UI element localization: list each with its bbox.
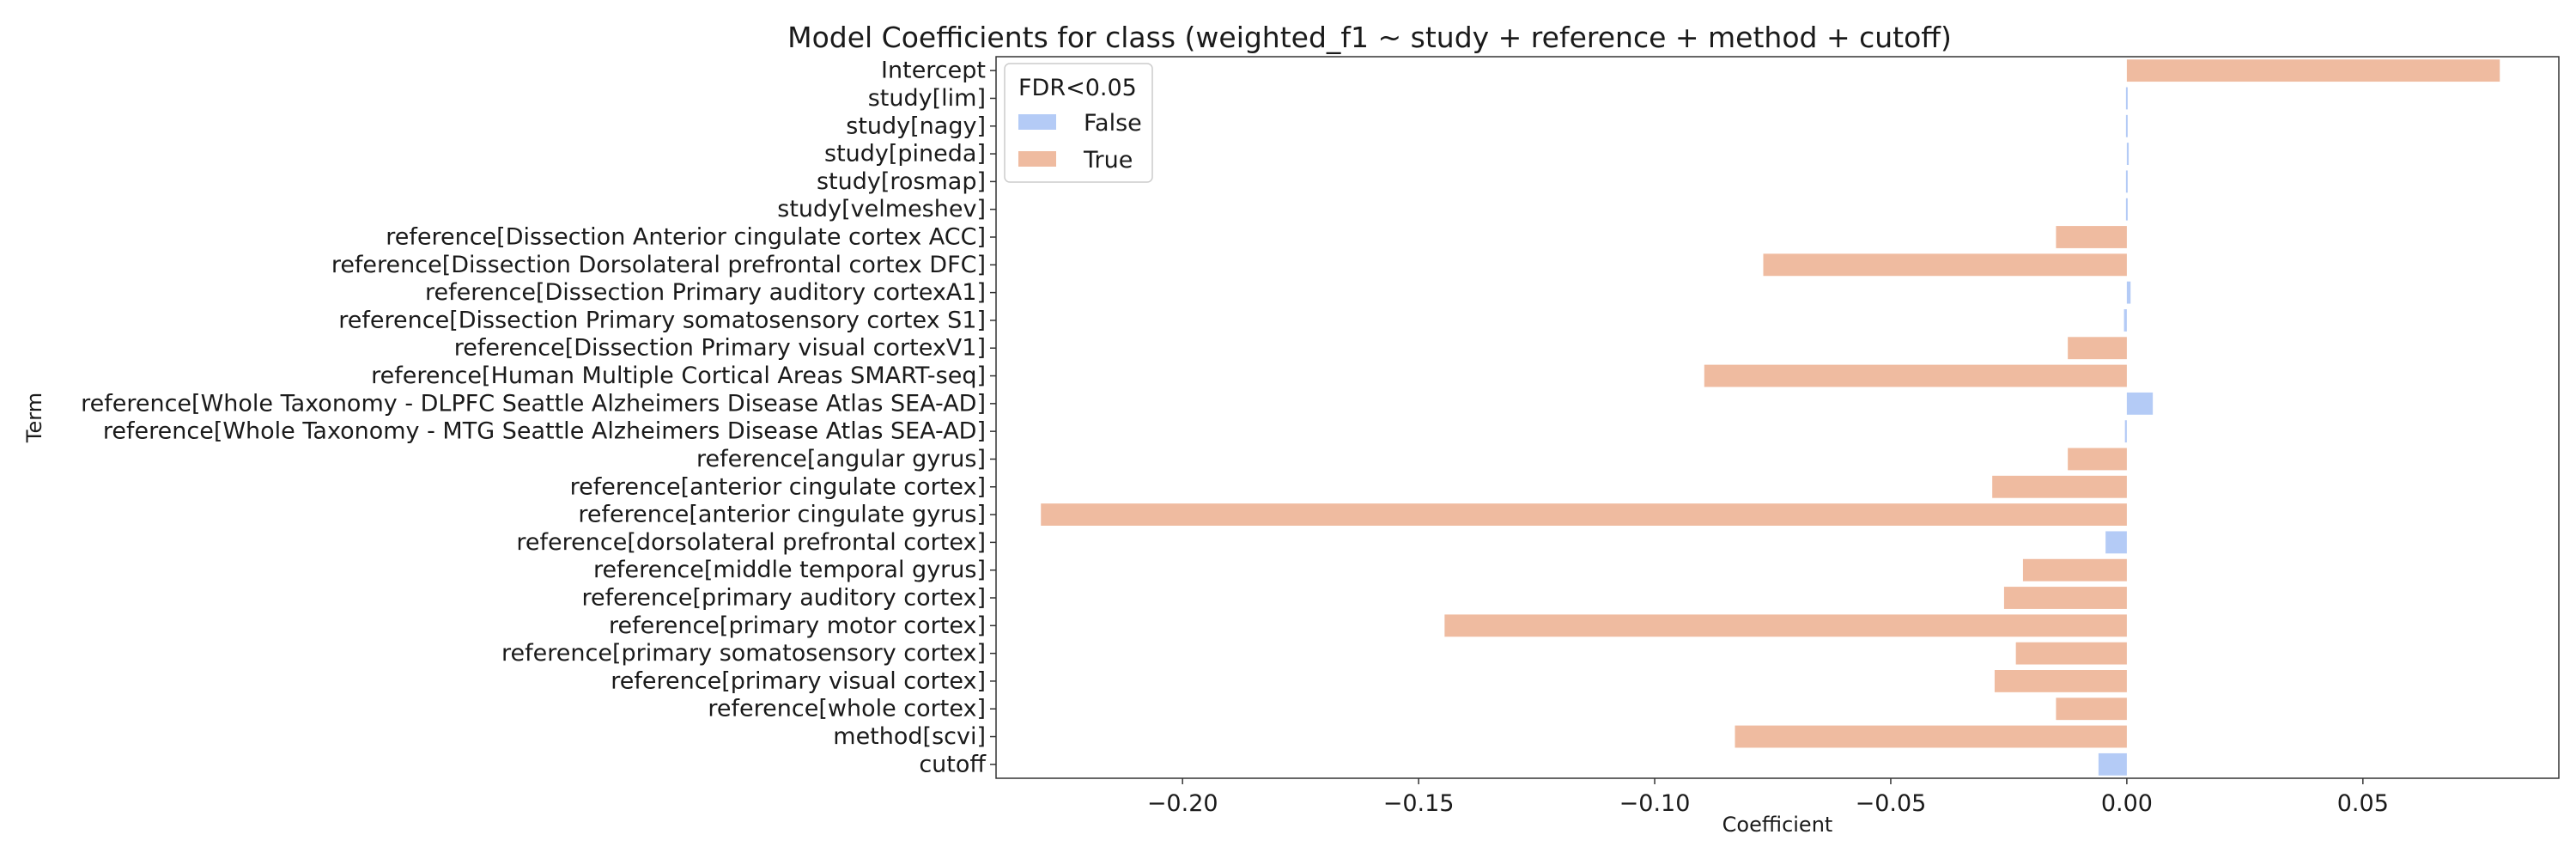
legend-swatch-true — [1018, 151, 1056, 167]
y-tick-label-4: study[rosmap] — [817, 168, 986, 195]
y-tick-label-21: reference[primary somatosensory cortex] — [501, 640, 986, 667]
y-tick-label-18: reference[middle temporal gyrus] — [593, 557, 986, 583]
x-tick-label-4: 0.00 — [2101, 790, 2153, 817]
y-tick-label-3: study[pineda] — [824, 141, 986, 168]
x-tick-label-3: −0.05 — [1856, 790, 1927, 817]
bar-17 — [2105, 531, 2127, 554]
x-tick-label-1: −0.15 — [1383, 790, 1455, 817]
bar-20 — [1444, 614, 2127, 637]
bar-11 — [1704, 364, 2127, 387]
y-tick-label-13: reference[Whole Taxonomy - MTG Seattle A… — [103, 418, 986, 445]
bar-4 — [2125, 170, 2128, 193]
bar-2 — [2125, 114, 2128, 137]
bar-8 — [2126, 281, 2131, 304]
bar-3 — [2126, 143, 2129, 165]
bar-13 — [2124, 420, 2127, 443]
bar-25 — [2098, 752, 2127, 776]
y-tick-label-10: reference[Dissection Primary visual cort… — [454, 335, 986, 362]
bar-0 — [2126, 59, 2500, 82]
legend-title: FDR<0.05 — [1018, 75, 1137, 101]
y-tick-label-7: reference[Dissection Dorsolateral prefro… — [331, 252, 986, 278]
bar-9 — [2123, 309, 2127, 332]
y-tick-label-16: reference[anterior cingulate gyrus] — [578, 502, 986, 528]
bar-1 — [2125, 87, 2128, 110]
y-tick-label-25: cutoff — [919, 751, 987, 777]
y-tick-label-9: reference[Dissection Primary somatosenso… — [338, 307, 986, 333]
y-tick-label-23: reference[whole cortex] — [708, 696, 986, 722]
legend-swatch-false — [1018, 114, 1056, 130]
bar-7 — [1763, 253, 2127, 277]
y-tick-label-11: reference[Human Multiple Cortical Areas … — [371, 362, 986, 389]
bar-23 — [2056, 698, 2127, 721]
y-tick-labels: Interceptstudy[lim]study[nagy]study[pine… — [81, 58, 996, 777]
y-axis-label: Term — [22, 393, 46, 443]
y-tick-label-2: study[nagy] — [846, 113, 986, 139]
y-tick-label-0: Intercept — [881, 58, 986, 84]
y-tick-label-12: reference[Whole Taxonomy - DLPFC Seattle… — [81, 390, 986, 417]
bar-22 — [1994, 670, 2127, 692]
y-tick-label-17: reference[dorsolateral prefrontal cortex… — [516, 529, 986, 556]
y-tick-label-14: reference[angular gyrus] — [696, 446, 986, 472]
x-tick-label-5: 0.05 — [2337, 790, 2389, 817]
bar-19 — [2003, 587, 2127, 609]
x-tick-label-0: −0.20 — [1147, 790, 1218, 817]
x-tick-label-2: −0.10 — [1619, 790, 1691, 817]
legend: FDR<0.05 False True — [1004, 63, 1153, 183]
x-axis-label: Coefficient — [1722, 813, 1833, 837]
bar-6 — [2056, 226, 2127, 248]
y-tick-label-19: reference[primary auditory cortex] — [582, 585, 986, 612]
y-tick-label-24: method[scvi] — [833, 723, 986, 750]
bar-14 — [2068, 448, 2127, 471]
y-tick-label-15: reference[anterior cingulate cortex] — [570, 473, 986, 500]
bar-21 — [2015, 642, 2127, 665]
y-tick-label-20: reference[primary motor cortex] — [609, 612, 986, 639]
bars-group — [1041, 59, 2500, 776]
bar-18 — [2022, 558, 2127, 582]
y-tick-label-1: study[lim] — [868, 85, 986, 112]
plot-frame — [995, 56, 2560, 779]
legend-label-true: True — [1083, 147, 1133, 174]
bar-10 — [2068, 337, 2127, 360]
y-tick-label-6: reference[Dissection Anterior cingulate … — [386, 224, 986, 251]
bar-24 — [1735, 725, 2127, 748]
y-tick-label-22: reference[primary visual cortex] — [611, 667, 986, 694]
y-tick-label-5: study[velmeshev] — [777, 196, 986, 222]
bar-12 — [2126, 392, 2154, 415]
bar-16 — [1041, 503, 2127, 526]
chart-title: Model Coefficients for class (weighted_f… — [787, 21, 1952, 54]
bar-5 — [2125, 198, 2128, 221]
legend-label-false: False — [1084, 110, 1142, 137]
bar-15 — [1992, 475, 2127, 498]
y-tick-label-8: reference[Dissection Primary auditory co… — [425, 279, 986, 306]
x-tick-labels: −0.20 −0.15 −0.10 −0.05 0.00 0.05 — [1147, 778, 2389, 817]
